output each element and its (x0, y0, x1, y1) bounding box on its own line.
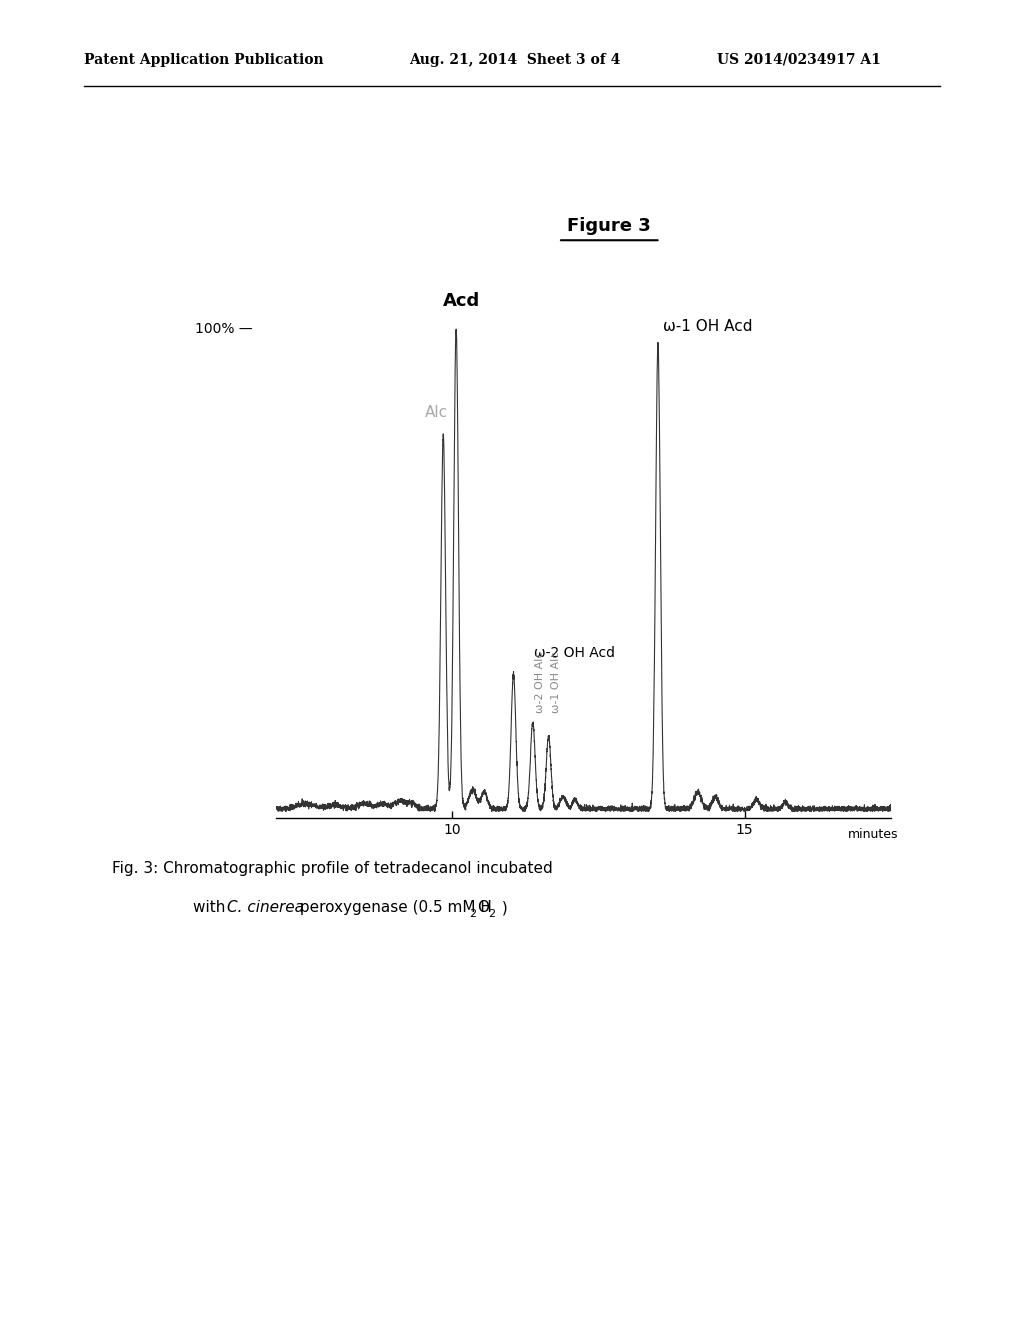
Text: peroxygenase (0.5 mM H: peroxygenase (0.5 mM H (295, 900, 492, 915)
Text: 100% —: 100% — (196, 322, 253, 335)
Text: Acd: Acd (443, 292, 480, 310)
Text: with: with (193, 900, 229, 915)
Text: 2: 2 (469, 909, 476, 920)
Text: ω-1 OH Acd: ω-1 OH Acd (663, 318, 753, 334)
Text: Alc: Alc (425, 405, 447, 420)
Text: Figure 3: Figure 3 (567, 216, 651, 235)
Text: 2: 2 (488, 909, 496, 920)
Text: Fig. 3: Chromatographic profile of tetradecanol incubated: Fig. 3: Chromatographic profile of tetra… (113, 861, 553, 875)
Text: ω-2 OH Alc: ω-2 OH Alc (536, 651, 545, 713)
Text: O: O (477, 900, 489, 915)
Text: ω-1 OH Alc: ω-1 OH Alc (551, 652, 561, 713)
Text: minutes: minutes (848, 828, 899, 841)
Text: ω-2 OH Acd: ω-2 OH Acd (534, 645, 615, 660)
Text: US 2014/0234917 A1: US 2014/0234917 A1 (717, 53, 881, 67)
Text: Aug. 21, 2014  Sheet 3 of 4: Aug. 21, 2014 Sheet 3 of 4 (410, 53, 621, 67)
Text: C. cinerea: C. cinerea (227, 900, 304, 915)
Text: Patent Application Publication: Patent Application Publication (84, 53, 324, 67)
Text: ): ) (497, 900, 507, 915)
